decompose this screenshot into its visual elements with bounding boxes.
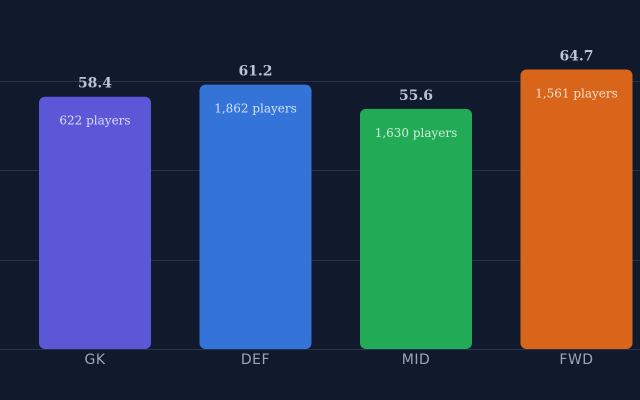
value-label-def: 61.2 (238, 64, 272, 80)
bar-fwd (520, 69, 633, 350)
labels: 58.4 622 players GK 61.2 1,862 players DEF 55.… (59, 49, 617, 368)
player-count-label-gk: 622 players (59, 114, 130, 128)
bar-gk (39, 96, 151, 349)
category-label-gk: GK (84, 352, 105, 368)
category-label-mid: MID (402, 352, 431, 368)
player-count-label-fwd: 1,561 players (535, 87, 618, 101)
bars (39, 69, 633, 350)
category-label-fwd: FWD (559, 352, 593, 368)
player-count-label-def: 1,862 players (214, 102, 297, 116)
bar-mid (360, 108, 472, 349)
value-label-gk: 58.4 (78, 76, 112, 92)
value-label-mid: 55.6 (399, 88, 433, 104)
value-label-fwd: 64.7 (559, 49, 593, 65)
bar-def (199, 84, 312, 349)
player-count-label-mid: 1,630 players (375, 126, 458, 140)
category-label-def: DEF (241, 352, 270, 368)
